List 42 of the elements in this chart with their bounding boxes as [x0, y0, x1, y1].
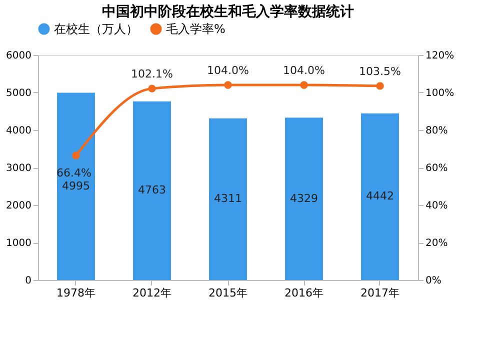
y-tick-label: 4000 [6, 126, 32, 136]
y2-tick-label: 60% [426, 163, 448, 174]
x-tick-label: 2012年 [132, 286, 172, 300]
data-label: 4311 [214, 192, 242, 206]
y-tick-label: 2000 [6, 200, 32, 212]
point [224, 81, 232, 89]
bar [57, 92, 95, 280]
data-label: 4995 [62, 179, 90, 192]
y2-tick-label: 0% [426, 276, 442, 286]
point [300, 81, 308, 89]
y2-tick-label: 20% [426, 238, 448, 249]
data-label: 4329 [290, 192, 318, 205]
x-tick-label: 1978年 [56, 286, 96, 300]
bar [209, 118, 247, 280]
data-label: 4442 [366, 190, 394, 203]
data-label: 104.0% [283, 64, 325, 77]
data-label: 4763 [138, 184, 166, 197]
y-tick-label: 1000 [6, 238, 32, 249]
legend-label: 毛入学率% [166, 22, 226, 36]
y-tick-label: 0 [25, 276, 32, 286]
y-tick-label: 6000 [6, 50, 32, 62]
chart-title: 中国初中阶段在校生和毛入学率数据统计 [102, 3, 354, 20]
x-tick-label: 2015年 [208, 286, 248, 300]
y-tick-label: 5000 [6, 88, 32, 99]
legend-label: 在校生（万人） [54, 22, 138, 36]
point [376, 82, 384, 90]
y2-tick-label: 40% [426, 200, 448, 212]
y2-tick-label: 100% [426, 88, 454, 99]
bar [361, 113, 399, 280]
y-tick-label: 3000 [6, 163, 32, 174]
y2-tick-label: 120% [426, 50, 454, 62]
data-label: 103.5% [359, 64, 401, 78]
point [148, 84, 156, 92]
x-tick-label: 2017年 [360, 286, 400, 300]
point [72, 152, 80, 160]
x-tick-label: 2016年 [284, 286, 324, 300]
data-label: 102.1% [131, 68, 173, 81]
data-label: 66.4% [56, 166, 92, 180]
y2-tick-label: 80% [426, 126, 448, 136]
bar [133, 101, 171, 280]
bar [285, 118, 323, 280]
data-label: 104.0% [207, 64, 249, 77]
